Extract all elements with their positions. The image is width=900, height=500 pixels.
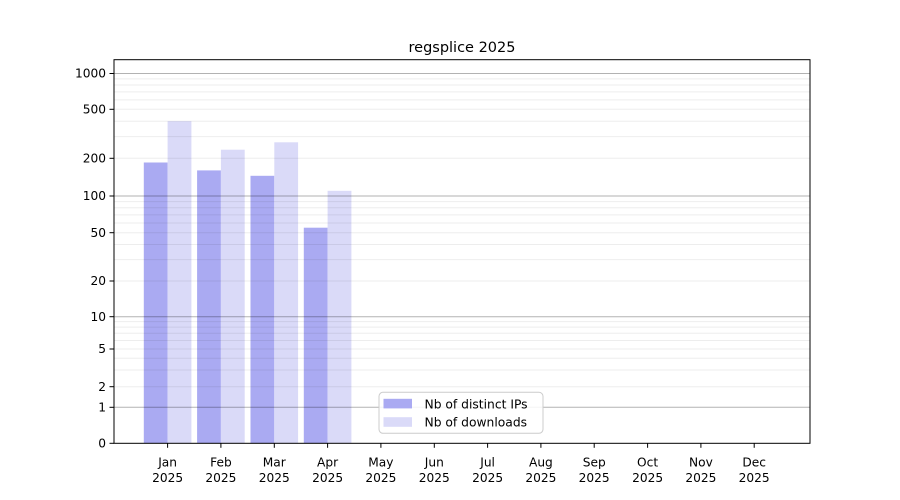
x-tick-label-year: 2025 — [312, 471, 343, 485]
legend-label: Nb of distinct IPs — [425, 397, 528, 411]
y-tick-label: 20 — [90, 274, 106, 288]
x-tick-label-year: 2025 — [365, 471, 396, 485]
x-tick-label-year: 2025 — [472, 471, 503, 485]
x-tick-label-month: May — [368, 456, 393, 470]
x-tick-label-month: Dec — [742, 456, 766, 470]
x-tick-label-year: 2025 — [205, 471, 236, 485]
legend-box — [378, 391, 544, 434]
legend-label: Nb of downloads — [425, 416, 528, 430]
x-tick-label-year: 2025 — [685, 471, 716, 485]
x-tick-label-year: 2025 — [739, 471, 770, 485]
y-tick-label: 1000 — [75, 67, 106, 81]
x-tick-label-year: 2025 — [152, 471, 183, 485]
x-tick-label-month: Feb — [210, 456, 232, 470]
x-tick-label-month: Jul — [479, 456, 495, 470]
x-tick-label-year: 2025 — [525, 471, 556, 485]
x-tick-label-month: Oct — [637, 456, 658, 470]
bar-nb-of-downloads-mar — [274, 142, 299, 444]
y-tick-label: 1 — [98, 401, 106, 415]
x-tick-label-month: Apr — [317, 456, 339, 470]
y-tick-label: 500 — [83, 103, 106, 117]
y-tick-label: 2 — [98, 380, 106, 394]
bar-nb-of-distinct-ips-jan — [143, 162, 168, 444]
y-tick-label: 10 — [90, 310, 106, 324]
y-tick-label: 100 — [83, 189, 106, 203]
bar-nb-of-distinct-ips-apr — [303, 227, 328, 444]
x-tick-label-year: 2025 — [259, 471, 290, 485]
x-tick-label-month: Mar — [263, 456, 287, 470]
bar-nb-of-downloads-jan — [167, 121, 192, 444]
chart-title: regsplice 2025 — [408, 40, 516, 56]
x-tick-label-month: Sep — [583, 456, 606, 470]
x-tick-label-month: Nov — [689, 456, 713, 470]
y-tick-label: 50 — [90, 226, 106, 240]
bar-nb-of-distinct-ips-mar — [250, 175, 275, 444]
x-tick-label-month: Jun — [424, 456, 444, 470]
bar-nb-of-downloads-apr — [327, 190, 352, 444]
bar-nb-of-distinct-ips-feb — [197, 170, 221, 444]
x-tick-label-year: 2025 — [632, 471, 663, 485]
x-tick-label-month: Aug — [529, 456, 553, 470]
legend-swatch-distinct-ips — [383, 398, 412, 409]
plot-frame — [113, 59, 811, 444]
x-tick-label-month: Jan — [157, 456, 177, 470]
y-tick-label: 200 — [83, 152, 106, 166]
y-tick-label: 0 — [98, 437, 106, 451]
y-tick-label: 5 — [98, 342, 106, 356]
legend-swatch-downloads — [383, 417, 412, 427]
bar-nb-of-downloads-feb — [220, 149, 245, 444]
x-tick-label-year: 2025 — [419, 471, 450, 485]
x-tick-label-year: 2025 — [579, 471, 610, 485]
